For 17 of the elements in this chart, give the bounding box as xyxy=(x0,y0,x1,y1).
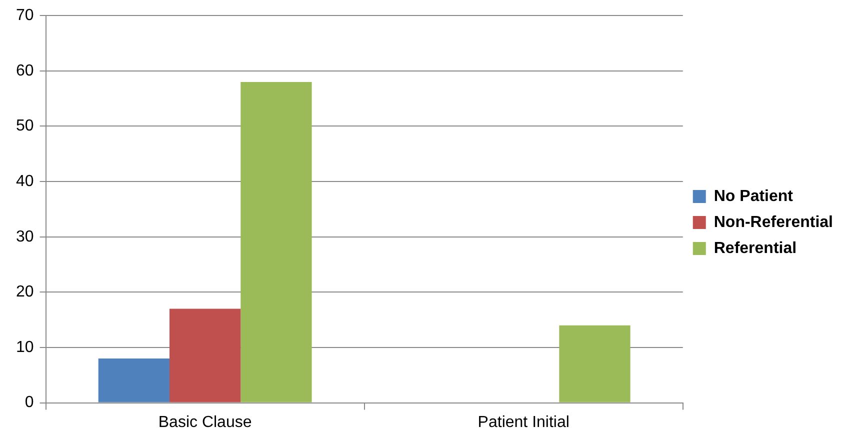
legend-label: No Patient xyxy=(714,188,794,205)
y-tick-label: 60 xyxy=(16,62,34,80)
y-tick-label: 10 xyxy=(16,338,34,356)
bar xyxy=(240,82,312,402)
y-tick-label: 40 xyxy=(16,172,34,190)
legend-label: Non-Referential xyxy=(714,214,833,231)
x-tick-label: Patient Initial xyxy=(478,414,570,431)
x-tick-label: Basic Clause xyxy=(158,414,252,431)
y-tick-label: 20 xyxy=(16,284,34,301)
y-tick-label: 70 xyxy=(16,7,34,24)
y-tick-label: 0 xyxy=(24,394,34,412)
bar xyxy=(559,325,630,402)
y-tick-label: 50 xyxy=(16,118,34,135)
legend-label: Referential xyxy=(714,240,797,257)
y-tick-label: 30 xyxy=(16,228,34,246)
bar xyxy=(169,308,241,402)
bar xyxy=(98,358,170,402)
